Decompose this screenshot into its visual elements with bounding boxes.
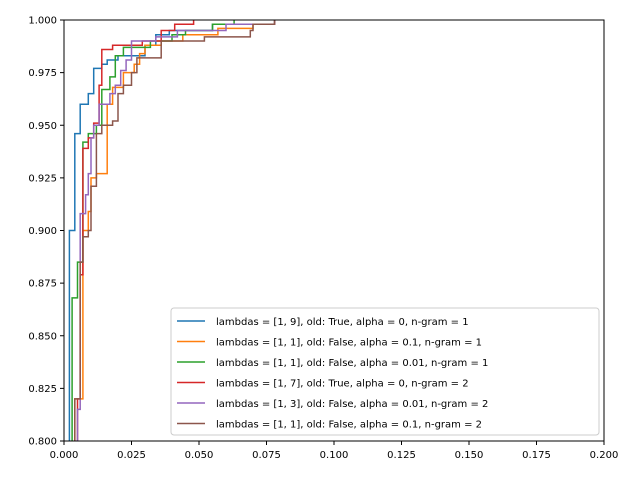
x-tick-label: 0.200 [590, 450, 619, 461]
x-tick-label: 0.125 [387, 450, 416, 461]
y-tick-label: 0.825 [28, 384, 57, 395]
x-tick-label: 0.075 [252, 450, 281, 461]
legend: lambdas = [1, 9], old: True, alpha = 0, … [170, 307, 600, 436]
legend-label-5: lambdas = [1, 3], old: False, alpha = 0.… [216, 399, 488, 410]
x-tick-label: 0.150 [455, 450, 484, 461]
series-layer [68, 20, 276, 441]
y-tick-label: 0.850 [28, 331, 57, 342]
x-tick-label: 0.000 [50, 450, 79, 461]
series-line-5 [76, 20, 276, 441]
x-tick-label: 0.100 [320, 450, 349, 461]
y-tick-label: 0.925 [28, 173, 57, 184]
legend-label-4: lambdas = [1, 7], old: True, alpha = 0, … [216, 379, 469, 390]
series-line-2 [74, 20, 276, 441]
legend-label-1: lambdas = [1, 9], old: True, alpha = 0, … [216, 317, 469, 328]
x-tick-label: 0.050 [185, 450, 214, 461]
series-line-6 [74, 20, 276, 441]
x-tick-label: 0.025 [117, 450, 146, 461]
y-tick-label: 0.950 [28, 121, 57, 132]
legend-label-2: lambdas = [1, 1], old: False, alpha = 0.… [216, 338, 482, 349]
series-line-4 [76, 20, 195, 441]
legend-label-3: lambdas = [1, 1], old: False, alpha = 0.… [216, 358, 488, 369]
y-tick-label: 1.000 [28, 16, 57, 27]
legend-label-6: lambdas = [1, 1], old: False, alpha = 0.… [216, 420, 482, 431]
y-tick-label: 0.875 [28, 279, 57, 290]
y-tick-label: 0.975 [28, 68, 57, 79]
y-tick-label: 0.800 [28, 437, 57, 448]
legend-box [170, 307, 600, 436]
y-tick-label: 0.900 [28, 226, 57, 237]
x-tick-label: 0.175 [522, 450, 551, 461]
x-axis: 0.000 0.025 0.050 0.075 0.100 0.125 0.150 0.175… [50, 441, 619, 461]
y-axis: 0.800 0.825 0.850 0.875 0.900 0.925 0.950 0.975… [28, 16, 64, 448]
